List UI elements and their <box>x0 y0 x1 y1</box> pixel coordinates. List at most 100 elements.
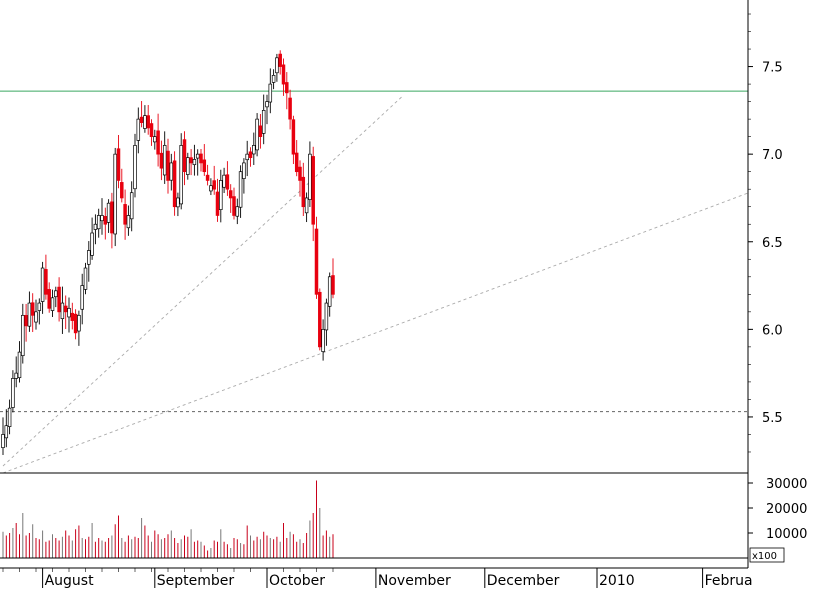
candle-body <box>199 153 203 164</box>
candle-body <box>159 152 164 169</box>
candle <box>219 169 223 223</box>
candle <box>7 399 12 435</box>
candle-body <box>63 305 68 313</box>
candle <box>291 115 296 165</box>
candle <box>70 302 75 330</box>
candle <box>324 298 329 346</box>
candle-body <box>162 145 167 176</box>
candle <box>169 153 174 191</box>
candle-body <box>123 204 127 225</box>
candle <box>14 356 18 388</box>
candle-body <box>17 351 22 379</box>
candle-body <box>186 157 190 175</box>
price-reference-lines <box>0 90 748 413</box>
candle-body <box>219 180 223 210</box>
candle-body <box>120 182 124 199</box>
candle <box>149 119 154 146</box>
candle-body <box>153 136 157 143</box>
candle <box>215 178 220 222</box>
candle-body <box>70 312 75 321</box>
candle-body <box>255 118 259 151</box>
candle-body <box>172 160 177 208</box>
candle-body <box>189 157 193 164</box>
candle <box>268 68 273 114</box>
candle-body <box>215 191 220 216</box>
candle <box>311 146 315 242</box>
candle <box>156 113 160 167</box>
candle-body <box>37 302 42 311</box>
trend-line-0 <box>2 96 403 467</box>
trend-lines <box>2 96 749 474</box>
candle <box>110 192 114 249</box>
candle <box>252 132 256 165</box>
volume-tick-labels: 30000 20000 10000 <box>748 477 807 542</box>
candle-body <box>80 285 84 310</box>
candle-body <box>176 197 180 208</box>
candle-body <box>294 152 299 173</box>
candle-body <box>311 156 315 225</box>
candle-body <box>232 196 236 216</box>
candle-body <box>278 53 282 67</box>
candle <box>327 272 332 317</box>
candle-body <box>146 115 150 129</box>
candle-body <box>245 153 249 161</box>
candle-body <box>156 130 160 155</box>
candle-body <box>11 378 15 408</box>
candle-body <box>235 206 240 217</box>
candle <box>205 164 210 186</box>
trend-line-1 <box>2 192 749 474</box>
axes <box>0 0 749 569</box>
candle <box>63 295 68 329</box>
candle-body <box>129 192 134 220</box>
candle-body <box>304 197 309 214</box>
candle <box>179 133 183 210</box>
candle-body <box>314 228 319 295</box>
candle-body <box>96 215 101 230</box>
candle <box>195 149 200 176</box>
candle <box>83 262 88 295</box>
candle <box>24 303 28 342</box>
candle <box>100 198 104 235</box>
candle-body <box>90 232 94 256</box>
candle-body <box>228 190 233 199</box>
candle-body <box>30 302 35 316</box>
candle <box>143 105 147 133</box>
candle <box>258 114 263 149</box>
candle-body <box>192 159 197 166</box>
candle <box>17 341 22 383</box>
candle-body <box>318 291 322 348</box>
candle <box>77 310 81 346</box>
candle <box>57 277 61 322</box>
candle <box>93 214 98 245</box>
candle <box>202 144 207 176</box>
candle <box>116 135 121 189</box>
candle-body <box>14 372 18 379</box>
candle-body <box>106 202 111 223</box>
candle-body <box>54 290 58 298</box>
candle-body <box>182 139 187 173</box>
price-tick-label: 6.0 <box>762 323 783 338</box>
month-tick-label: December <box>487 573 560 589</box>
candle <box>176 192 180 217</box>
candle <box>182 131 187 186</box>
candle-body <box>298 166 302 181</box>
candle-body <box>308 153 312 200</box>
candle <box>245 140 249 177</box>
candle <box>126 205 131 236</box>
candle-body <box>271 74 276 83</box>
candle-body <box>27 302 32 327</box>
candle <box>212 165 216 195</box>
candle <box>331 258 335 299</box>
candle-body <box>47 289 51 309</box>
candle <box>288 89 292 130</box>
candle <box>87 241 91 282</box>
candle-body <box>67 307 71 318</box>
candle <box>96 208 101 238</box>
candle-body <box>4 425 9 439</box>
candle <box>44 254 48 300</box>
candle-body <box>166 150 170 181</box>
candle <box>37 298 42 325</box>
candle-body <box>87 250 91 265</box>
candle <box>40 261 45 314</box>
